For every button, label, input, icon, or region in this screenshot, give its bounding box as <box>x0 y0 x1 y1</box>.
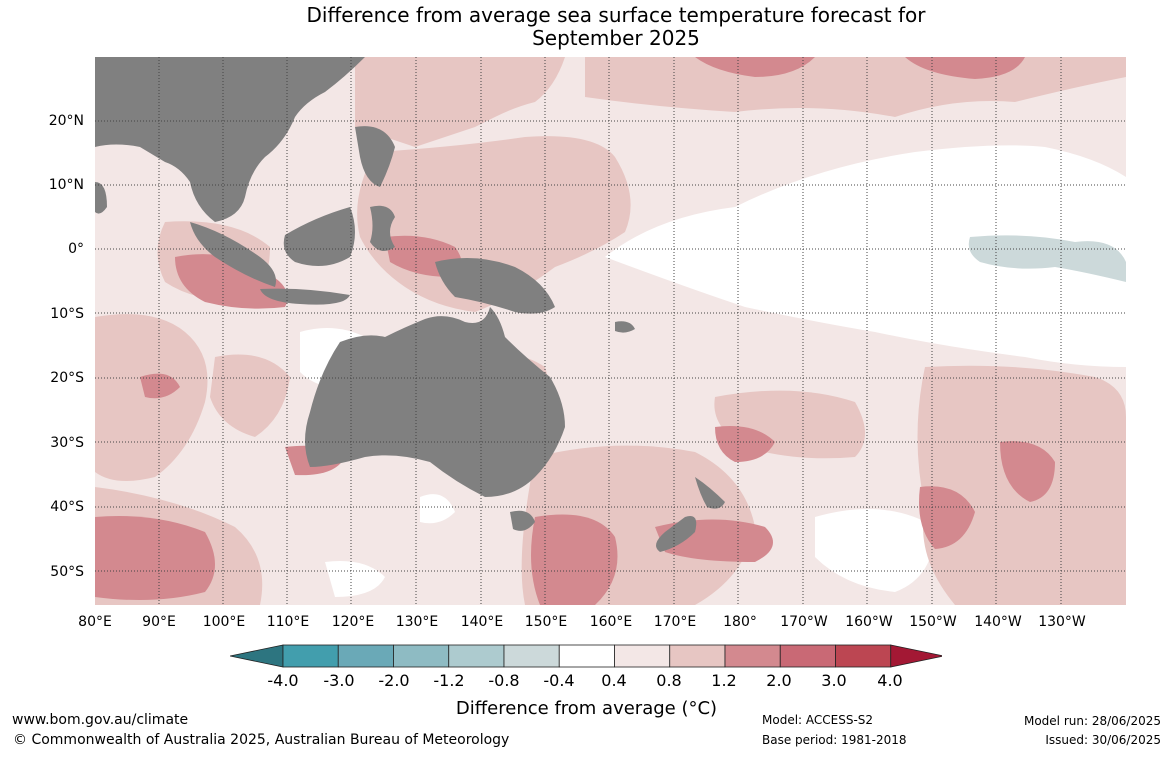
colorbar-tick: 2.0 <box>766 671 792 690</box>
lon-label-160e: 160°E <box>589 614 633 630</box>
india-tip <box>95 182 107 214</box>
colorbar-tick: 0.8 <box>656 671 682 690</box>
indian-warm-medium-1 <box>140 373 180 399</box>
pacific-islands <box>615 321 635 333</box>
lat-label-10n: 10°N <box>48 177 84 193</box>
sumatra-java-warm-medium <box>175 254 288 309</box>
colorbar-tick: -3.0 <box>323 671 355 690</box>
colorbar-tick: 3.0 <box>821 671 847 690</box>
tasmania <box>510 510 535 531</box>
sst-anomaly-map <box>95 57 1126 605</box>
lon-label-90e: 90°E <box>142 614 176 630</box>
north-pacific-west-warm <box>355 57 565 147</box>
map-title-line2: September 2025 <box>532 26 700 50</box>
lon-label-170e: 170°E <box>653 614 697 630</box>
lon-label-150e: 150°E <box>524 614 568 630</box>
colorbar-tick: -1.2 <box>433 671 465 690</box>
australia <box>305 307 565 497</box>
lon-label-130w: 130°W <box>1038 614 1086 630</box>
lat-label-30s: 30°S <box>50 435 84 451</box>
lon-label-120e: 120°E <box>331 614 375 630</box>
website-link[interactable]: www.bom.gov.au/climate <box>12 712 189 728</box>
indian-mid-warm <box>210 354 290 437</box>
model-run-text: Model run: 28/06/2025 <box>1023 714 1161 728</box>
lon-label-80e: 80°E <box>78 614 112 630</box>
equatorial-pacific-white <box>605 145 1126 367</box>
colorbar-swatch <box>393 644 450 668</box>
colorbar-swatch <box>779 644 836 668</box>
new-guinea <box>435 258 555 314</box>
lon-label-180: 180° <box>723 614 757 630</box>
philippines <box>355 126 395 187</box>
colorbar-swatch <box>669 644 726 668</box>
java <box>260 288 350 305</box>
lat-label-40s: 40°S <box>50 499 84 515</box>
lat-label-50s: 50°S <box>50 564 84 580</box>
nz-south-island <box>656 516 697 552</box>
colorbar-swatch <box>448 644 505 668</box>
colorbar-swatch <box>282 644 339 668</box>
south-indian-warm-medium <box>95 516 215 601</box>
tasman-warm-medium <box>531 514 618 605</box>
southern-white <box>325 561 385 597</box>
borneo <box>283 207 355 266</box>
nz-north-island <box>695 477 725 509</box>
colorbar-arrow-high <box>890 644 942 668</box>
lon-label-160w: 160°W <box>845 614 893 630</box>
colorbar-label: Difference from average (°C) <box>455 698 718 719</box>
lon-label-150w: 150°W <box>909 614 957 630</box>
map-title: Difference from average sea surface temp… <box>0 4 1173 50</box>
model-text: Model: ACCESS-S2 <box>762 713 874 727</box>
lon-label-170w: 170°W <box>780 614 828 630</box>
anomaly-warm-medium-regions <box>95 57 1055 605</box>
colorbar-tick: -0.8 <box>488 671 520 690</box>
asia-mainland <box>95 57 365 222</box>
lat-label-20n: 20°N <box>48 113 84 129</box>
lon-label-100e: 100°E <box>202 614 246 630</box>
colorbar-swatch <box>558 644 615 668</box>
colorbar-swatch <box>337 644 394 668</box>
colorbar-tick: -0.4 <box>543 671 575 690</box>
lon-label-140e: 140°E <box>460 614 504 630</box>
pacific-warm-medium-3 <box>919 486 975 549</box>
equatorial-cool-patch <box>968 235 1126 282</box>
lon-label-130e: 130°E <box>395 614 439 630</box>
colorbar-swatch <box>503 644 560 668</box>
southern-white-2 <box>420 494 455 524</box>
pacific-warm-medium-1 <box>715 426 775 462</box>
lon-label-110e: 110°E <box>266 614 310 630</box>
lon-label-140w: 140°W <box>974 614 1022 630</box>
lat-label-20s: 20°S <box>50 370 84 386</box>
graticule <box>95 57 1126 605</box>
pacific-warm-medium-2 <box>1000 441 1055 502</box>
map-title-line1: Difference from average sea surface temp… <box>306 3 926 27</box>
colorbar-tick: -4.0 <box>267 671 299 690</box>
issued-text: Issued: 30/06/2025 <box>1045 733 1161 747</box>
colorbar-swatch <box>724 644 781 668</box>
colorbar-swatch <box>614 644 671 668</box>
colorbar-tick: -2.0 <box>378 671 410 690</box>
colorbar-tick: 4.0 <box>877 671 903 690</box>
map-svg <box>95 57 1126 605</box>
sumatra <box>190 222 276 287</box>
colorbar-swatch <box>835 644 892 668</box>
lat-label-10s: 10°S <box>50 306 84 322</box>
north-pacific-warm-medium-2 <box>905 57 1025 79</box>
sulawesi <box>370 205 395 251</box>
north-pacific-warm-medium <box>695 57 815 77</box>
colorbar-arrow-low <box>230 644 284 668</box>
lat-label-0: 0° <box>68 241 84 257</box>
colorbar-tick: 0.4 <box>601 671 627 690</box>
colorbar-tick: 1.2 <box>711 671 737 690</box>
base-period-text: Base period: 1981-2018 <box>762 733 907 747</box>
copyright-text: © Commonwealth of Australia 2025, Austra… <box>13 732 510 748</box>
colorbar <box>230 644 942 668</box>
land-masses <box>95 57 725 552</box>
